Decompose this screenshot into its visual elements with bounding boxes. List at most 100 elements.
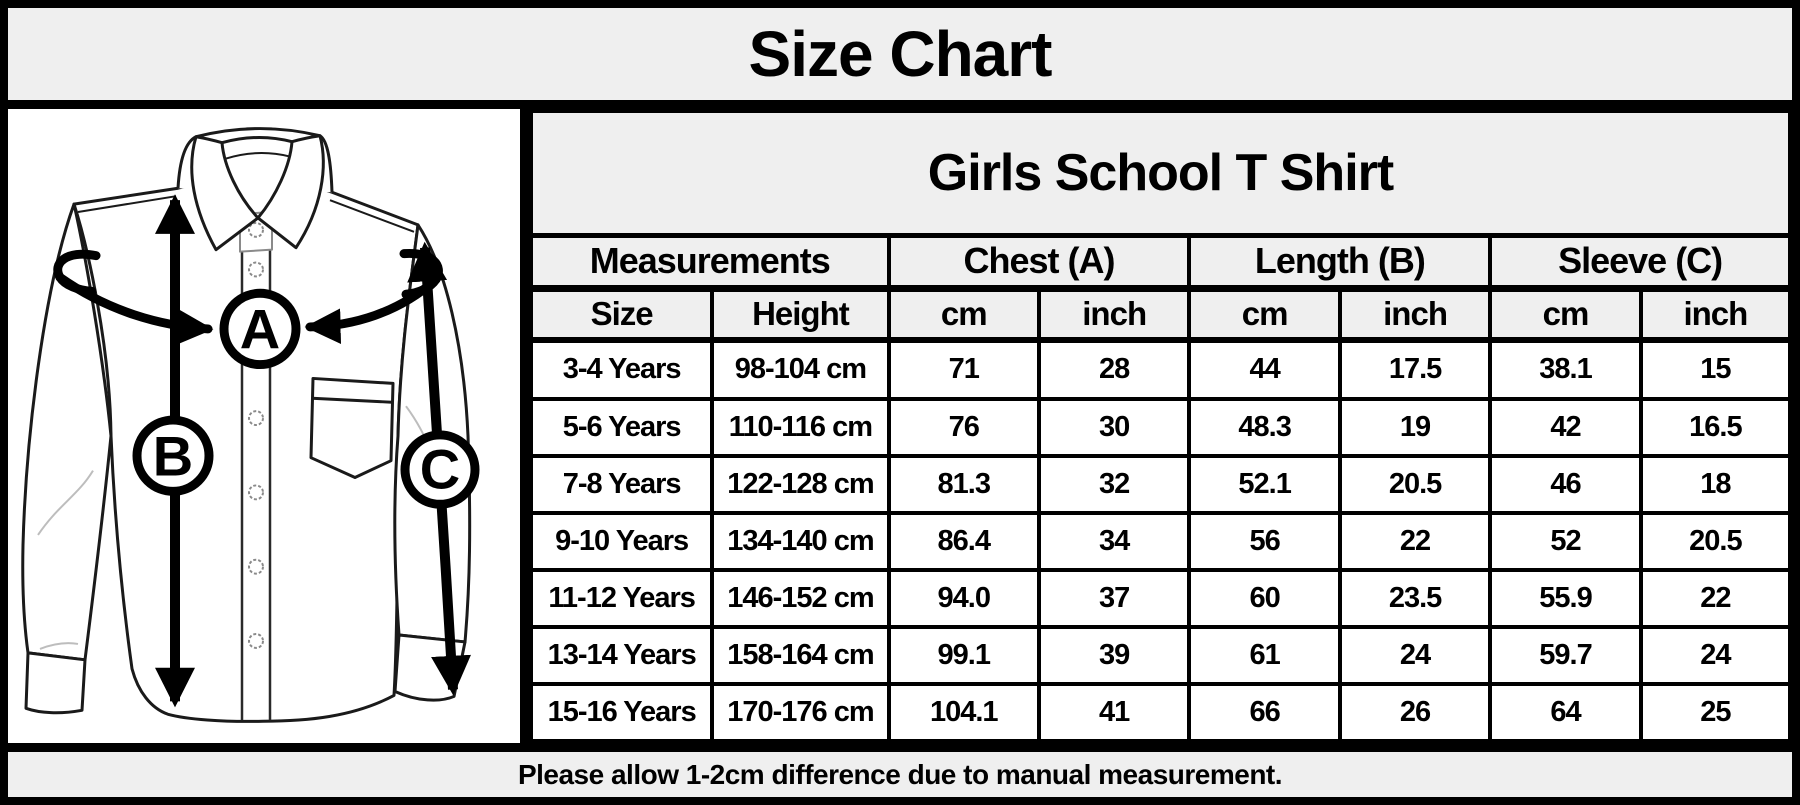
shirt-button [248,633,264,649]
value-cell: 52 [1488,510,1643,572]
table-row: 7-8 Years 122-128 cm 81.3 32 52.1 20.5 46 18 [528,453,1793,515]
shirt-pocket [309,376,395,479]
group-length: Length (B) [1187,233,1493,292]
chest-label: A [240,299,280,361]
measurement-note: Please allow 1-2cm difference due to man… [517,758,1283,790]
value-cell: 122-128 cm [710,453,891,515]
value-cell: 71 [886,338,1041,401]
value-cell: 19 [1337,396,1493,458]
product-title: Girls School T Shirt [529,109,1792,238]
size-table-panel: Girls School T Shirt Measurements Chest … [528,109,1793,744]
shirt-button [248,484,264,501]
shirt-diagram-panel: A B C [8,109,520,743]
value-cell: 22 [1337,510,1493,572]
length-label: B [153,426,193,488]
value-cell: 98-104 cm [710,338,891,401]
value-cell: 94.0 [886,567,1041,629]
value-cell: 104.1 [886,681,1041,744]
value-cell: 15 [1638,338,1793,401]
value-cell: 23.5 [1337,567,1493,629]
size-table-body: 3-4 Years 98-104 cm 71 28 44 17.5 38.1 15 5-6 Ye… [528,338,1793,744]
shirt-collar-right-flap [256,134,325,250]
value-cell: 81.3 [886,453,1041,515]
value-cell: 34 [1036,510,1192,572]
value-cell: 56 [1187,510,1342,572]
group-measurements: Measurements [529,233,891,292]
value-cell: 55.9 [1488,567,1643,629]
col-chest-cm: cm [886,286,1041,343]
shirt-collar-left-flap [190,135,260,252]
value-cell: 20.5 [1337,453,1493,515]
value-cell: 59.7 [1488,624,1643,686]
page-title: Size Chart [748,18,1053,90]
value-cell: 64 [1488,681,1643,744]
value-cell: 41 [1036,681,1192,744]
value-cell: 20.5 [1638,510,1793,572]
table-row: 3-4 Years 98-104 cm 71 28 44 17.5 38.1 15 [528,338,1793,401]
value-cell: 26 [1337,681,1493,744]
col-sleeve-cm: cm [1488,286,1643,343]
shirt-button [248,410,264,426]
value-cell: 46 [1488,453,1643,515]
value-cell: 146-152 cm [710,567,891,629]
size-table: Girls School T Shirt Measurements Chest … [528,109,1793,744]
value-cell: 99.1 [886,624,1041,686]
group-sleeve: Sleeve (C) [1488,233,1792,292]
value-cell: 134-140 cm [710,510,891,572]
size-cell: 7-8 Years [528,453,715,515]
table-row: 9-10 Years 134-140 cm 86.4 34 56 22 52 20.5 [528,510,1793,572]
group-chest: Chest (A) [886,233,1192,292]
divider [8,100,1792,109]
size-cell: 15-16 Years [528,681,715,744]
value-cell: 37 [1036,567,1192,629]
table-row: 13-14 Years 158-164 cm 99.1 39 61 24 59.7 24 [528,624,1793,686]
value-cell: 110-116 cm [710,396,891,458]
value-cell: 30 [1036,396,1192,458]
value-cell: 48.3 [1187,396,1342,458]
shirt-button [248,261,264,278]
column-header-row: Size Height cm inch cm inch cm inch [528,286,1793,343]
value-cell: 16.5 [1638,396,1793,458]
table-row: 11-12 Years 146-152 cm 94.0 37 60 23.5 55.9 22 [528,567,1793,629]
note-band: Please allow 1-2cm difference due to man… [8,752,1792,797]
value-cell: 60 [1187,567,1342,629]
value-cell: 86.4 [886,510,1041,572]
value-cell: 61 [1187,624,1342,686]
col-height: Height [710,286,891,343]
value-cell: 52.1 [1187,453,1342,515]
divider [520,109,529,743]
main-area: A B C Girls School T Shirt [8,109,1793,744]
value-cell: 24 [1337,624,1493,686]
shirt-button [248,558,264,575]
shirt-measurement-diagram: A B C [21,127,480,723]
value-cell: 170-176 cm [710,681,891,744]
sleeve-label: C [420,439,460,501]
divider [8,743,1792,752]
value-cell: 32 [1036,453,1192,515]
value-cell: 18 [1638,453,1793,515]
sleeve-label-circle [400,430,480,509]
value-cell: 158-164 cm [710,624,891,686]
chest-label-circle [219,288,301,370]
size-cell: 3-4 Years [528,338,715,401]
group-header-row: Measurements Chest (A) Length (B) Sleeve… [529,233,1792,292]
value-cell: 66 [1187,681,1342,744]
col-sleeve-inch: inch [1638,286,1793,343]
size-cell: 13-14 Years [528,624,715,686]
col-chest-inch: inch [1036,286,1192,343]
value-cell: 42 [1488,396,1643,458]
value-cell: 44 [1187,338,1342,401]
value-cell: 25 [1638,681,1793,744]
value-cell: 39 [1036,624,1192,686]
length-label-circle [132,415,214,496]
col-length-inch: inch [1337,286,1493,343]
col-length-cm: cm [1187,286,1342,343]
value-cell: 76 [886,396,1041,458]
value-cell: 17.5 [1337,338,1493,401]
value-cell: 38.1 [1488,338,1643,401]
value-cell: 28 [1036,338,1192,401]
size-cell: 9-10 Years [528,510,715,572]
title-band: Size Chart [8,8,1792,100]
size-cell: 11-12 Years [528,567,715,629]
